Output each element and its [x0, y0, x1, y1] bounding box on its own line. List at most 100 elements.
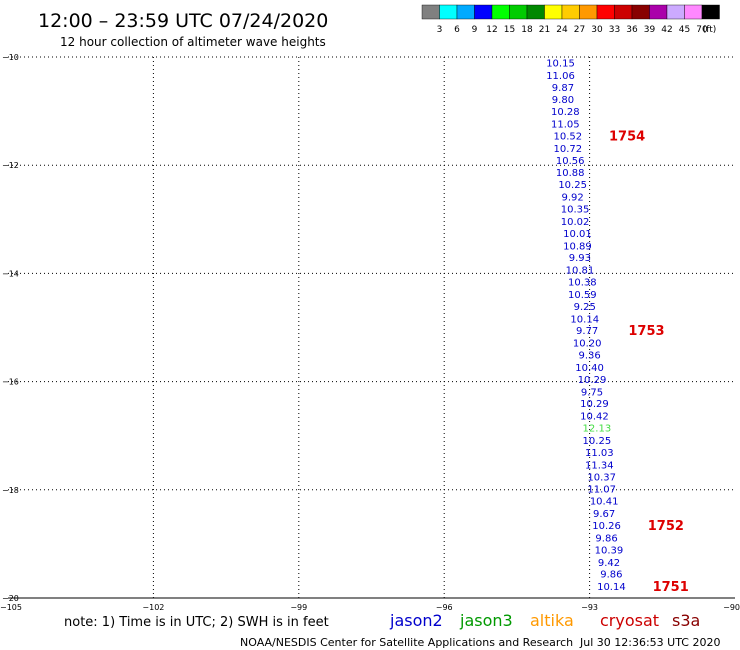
x-tick-label: −93 [581, 603, 598, 612]
wave-height-point: 9.67 [593, 509, 615, 520]
wave-height-point: 11.05 [551, 120, 580, 131]
x-tick-labels: −105 −102 −99 −96 −93 −90 [0, 603, 740, 612]
wave-height-point: 10.01 [563, 229, 592, 240]
wave-height-point: 10.15 [546, 58, 575, 69]
wave-height-point: 11.03 [585, 448, 614, 459]
wave-height-point: 9.25 [574, 302, 596, 313]
wave-height-point: 10.25 [583, 436, 612, 447]
color-scale-label: 15 [504, 25, 515, 35]
color-scale-bar: 3 6 9 12 15 18 21 24 27 30 33 36 39 42 45 70(ft) [421, 4, 720, 35]
time-labels: 1754 1753 1752 1751 [609, 129, 689, 595]
color-swatch [561, 4, 580, 20]
y-tick-label: −16 [2, 378, 19, 387]
color-swatch [456, 4, 475, 20]
wave-height-point: 9.93 [569, 253, 591, 264]
x-tick-label: −105 [0, 603, 22, 612]
color-swatch [509, 4, 528, 20]
color-swatch [666, 4, 685, 20]
color-scale-unit: (ft) [703, 25, 717, 35]
footer-timestamp: Jul 30 12:36:53 UTC 2020 [579, 636, 720, 649]
wave-height-point: 10.72 [553, 144, 582, 155]
mission-legend-jason2: jason2 [389, 611, 443, 630]
wave-height-point: 10.37 [587, 472, 616, 483]
color-swatch [474, 4, 493, 20]
color-swatch [614, 4, 633, 20]
wave-height-point: 10.14 [597, 582, 626, 593]
time-label: 1754 [609, 129, 645, 144]
wave-height-point: 10.89 [563, 241, 592, 252]
mission-legend-altika: altika [530, 611, 574, 630]
wave-height-labels: 10.1511.069.879.8010.2811.0510.5210.7210… [546, 58, 626, 593]
color-swatch [526, 4, 545, 20]
color-swatch [701, 4, 720, 20]
wave-height-point: 9.86 [595, 533, 617, 544]
x-tick-label: −102 [142, 603, 164, 612]
wave-height-point: 11.07 [587, 485, 616, 496]
x-tick-label: −96 [436, 603, 453, 612]
y-tick-label: −10 [2, 53, 19, 62]
y-tick-label: −14 [2, 269, 19, 278]
color-swatch [684, 4, 703, 20]
time-label: 1752 [648, 519, 684, 534]
color-swatch [439, 4, 458, 20]
color-scale-label: 6 [454, 25, 460, 35]
color-swatch [544, 4, 563, 20]
wave-height-point: 11.06 [546, 71, 575, 82]
color-swatch [579, 4, 598, 20]
color-scale-label: 33 [609, 25, 620, 35]
time-label: 1751 [653, 580, 689, 595]
color-scale-label: 39 [644, 25, 656, 35]
y-tick-labels: −10 −12 −14 −16 −18 −20 [2, 53, 19, 603]
mission-legend-cryosat: cryosat [600, 611, 659, 630]
wave-height-point: 10.39 [595, 545, 624, 556]
wave-height-point: 12.13 [583, 424, 612, 435]
x-tick-label: −90 [723, 603, 740, 612]
y-tick-label: −18 [2, 486, 19, 495]
color-scale-label: 18 [521, 25, 533, 35]
wave-height-point: 9.36 [578, 351, 600, 362]
page-subtitle: 12 hour collection of altimeter wave hei… [60, 35, 326, 49]
color-swatch [491, 4, 510, 20]
wave-height-point: 9.75 [581, 387, 603, 398]
color-swatch [631, 4, 650, 20]
wave-height-point: 10.59 [568, 290, 597, 301]
wave-height-point: 10.26 [592, 521, 621, 532]
mission-legend-s3a: s3a [672, 611, 700, 630]
color-scale-label: 3 [437, 25, 443, 35]
wave-height-point: 10.81 [566, 266, 595, 277]
wave-height-point: 10.52 [553, 131, 582, 142]
wave-height-point: 10.02 [561, 217, 590, 228]
page-title: 12:00 – 23:59 UTC 07/24/2020 [38, 10, 328, 32]
wave-height-point: 9.87 [552, 83, 574, 94]
color-scale-label: 36 [626, 25, 638, 35]
wave-height-point: 10.20 [573, 339, 602, 350]
wave-height-point: 9.80 [552, 95, 574, 106]
wave-height-point: 10.42 [580, 412, 609, 423]
wave-height-point: 10.14 [570, 314, 599, 325]
wave-height-point: 10.40 [575, 363, 604, 374]
footer-note: note: 1) Time is in UTC; 2) SWH is in fe… [64, 615, 329, 630]
y-tick-label: −20 [2, 594, 19, 603]
color-scale-label: 70 [696, 25, 708, 35]
wave-height-point: 10.35 [561, 204, 590, 215]
wave-height-point: 9.92 [562, 193, 584, 204]
color-scale-label: 27 [574, 25, 585, 35]
color-scale-label: 21 [539, 25, 550, 35]
color-scale-label: 12 [486, 25, 497, 35]
wave-height-point: 10.29 [578, 375, 607, 386]
mission-legend: jason2 jason3 altika cryosat s3a [389, 611, 700, 630]
time-label: 1753 [628, 324, 664, 339]
wave-height-point: 9.42 [598, 558, 620, 569]
wave-height-point: 11.34 [585, 460, 614, 471]
mission-legend-jason3: jason3 [459, 611, 513, 630]
color-swatch [596, 4, 615, 20]
wave-height-point: 10.25 [558, 180, 587, 191]
color-scale-label: 9 [472, 25, 478, 35]
wave-height-point: 10.41 [590, 497, 619, 508]
color-scale-label: 30 [591, 25, 603, 35]
color-scale-label: 42 [661, 25, 672, 35]
color-swatch [649, 4, 668, 20]
color-scale-label: 24 [556, 25, 568, 35]
wave-height-point: 10.38 [568, 278, 597, 289]
